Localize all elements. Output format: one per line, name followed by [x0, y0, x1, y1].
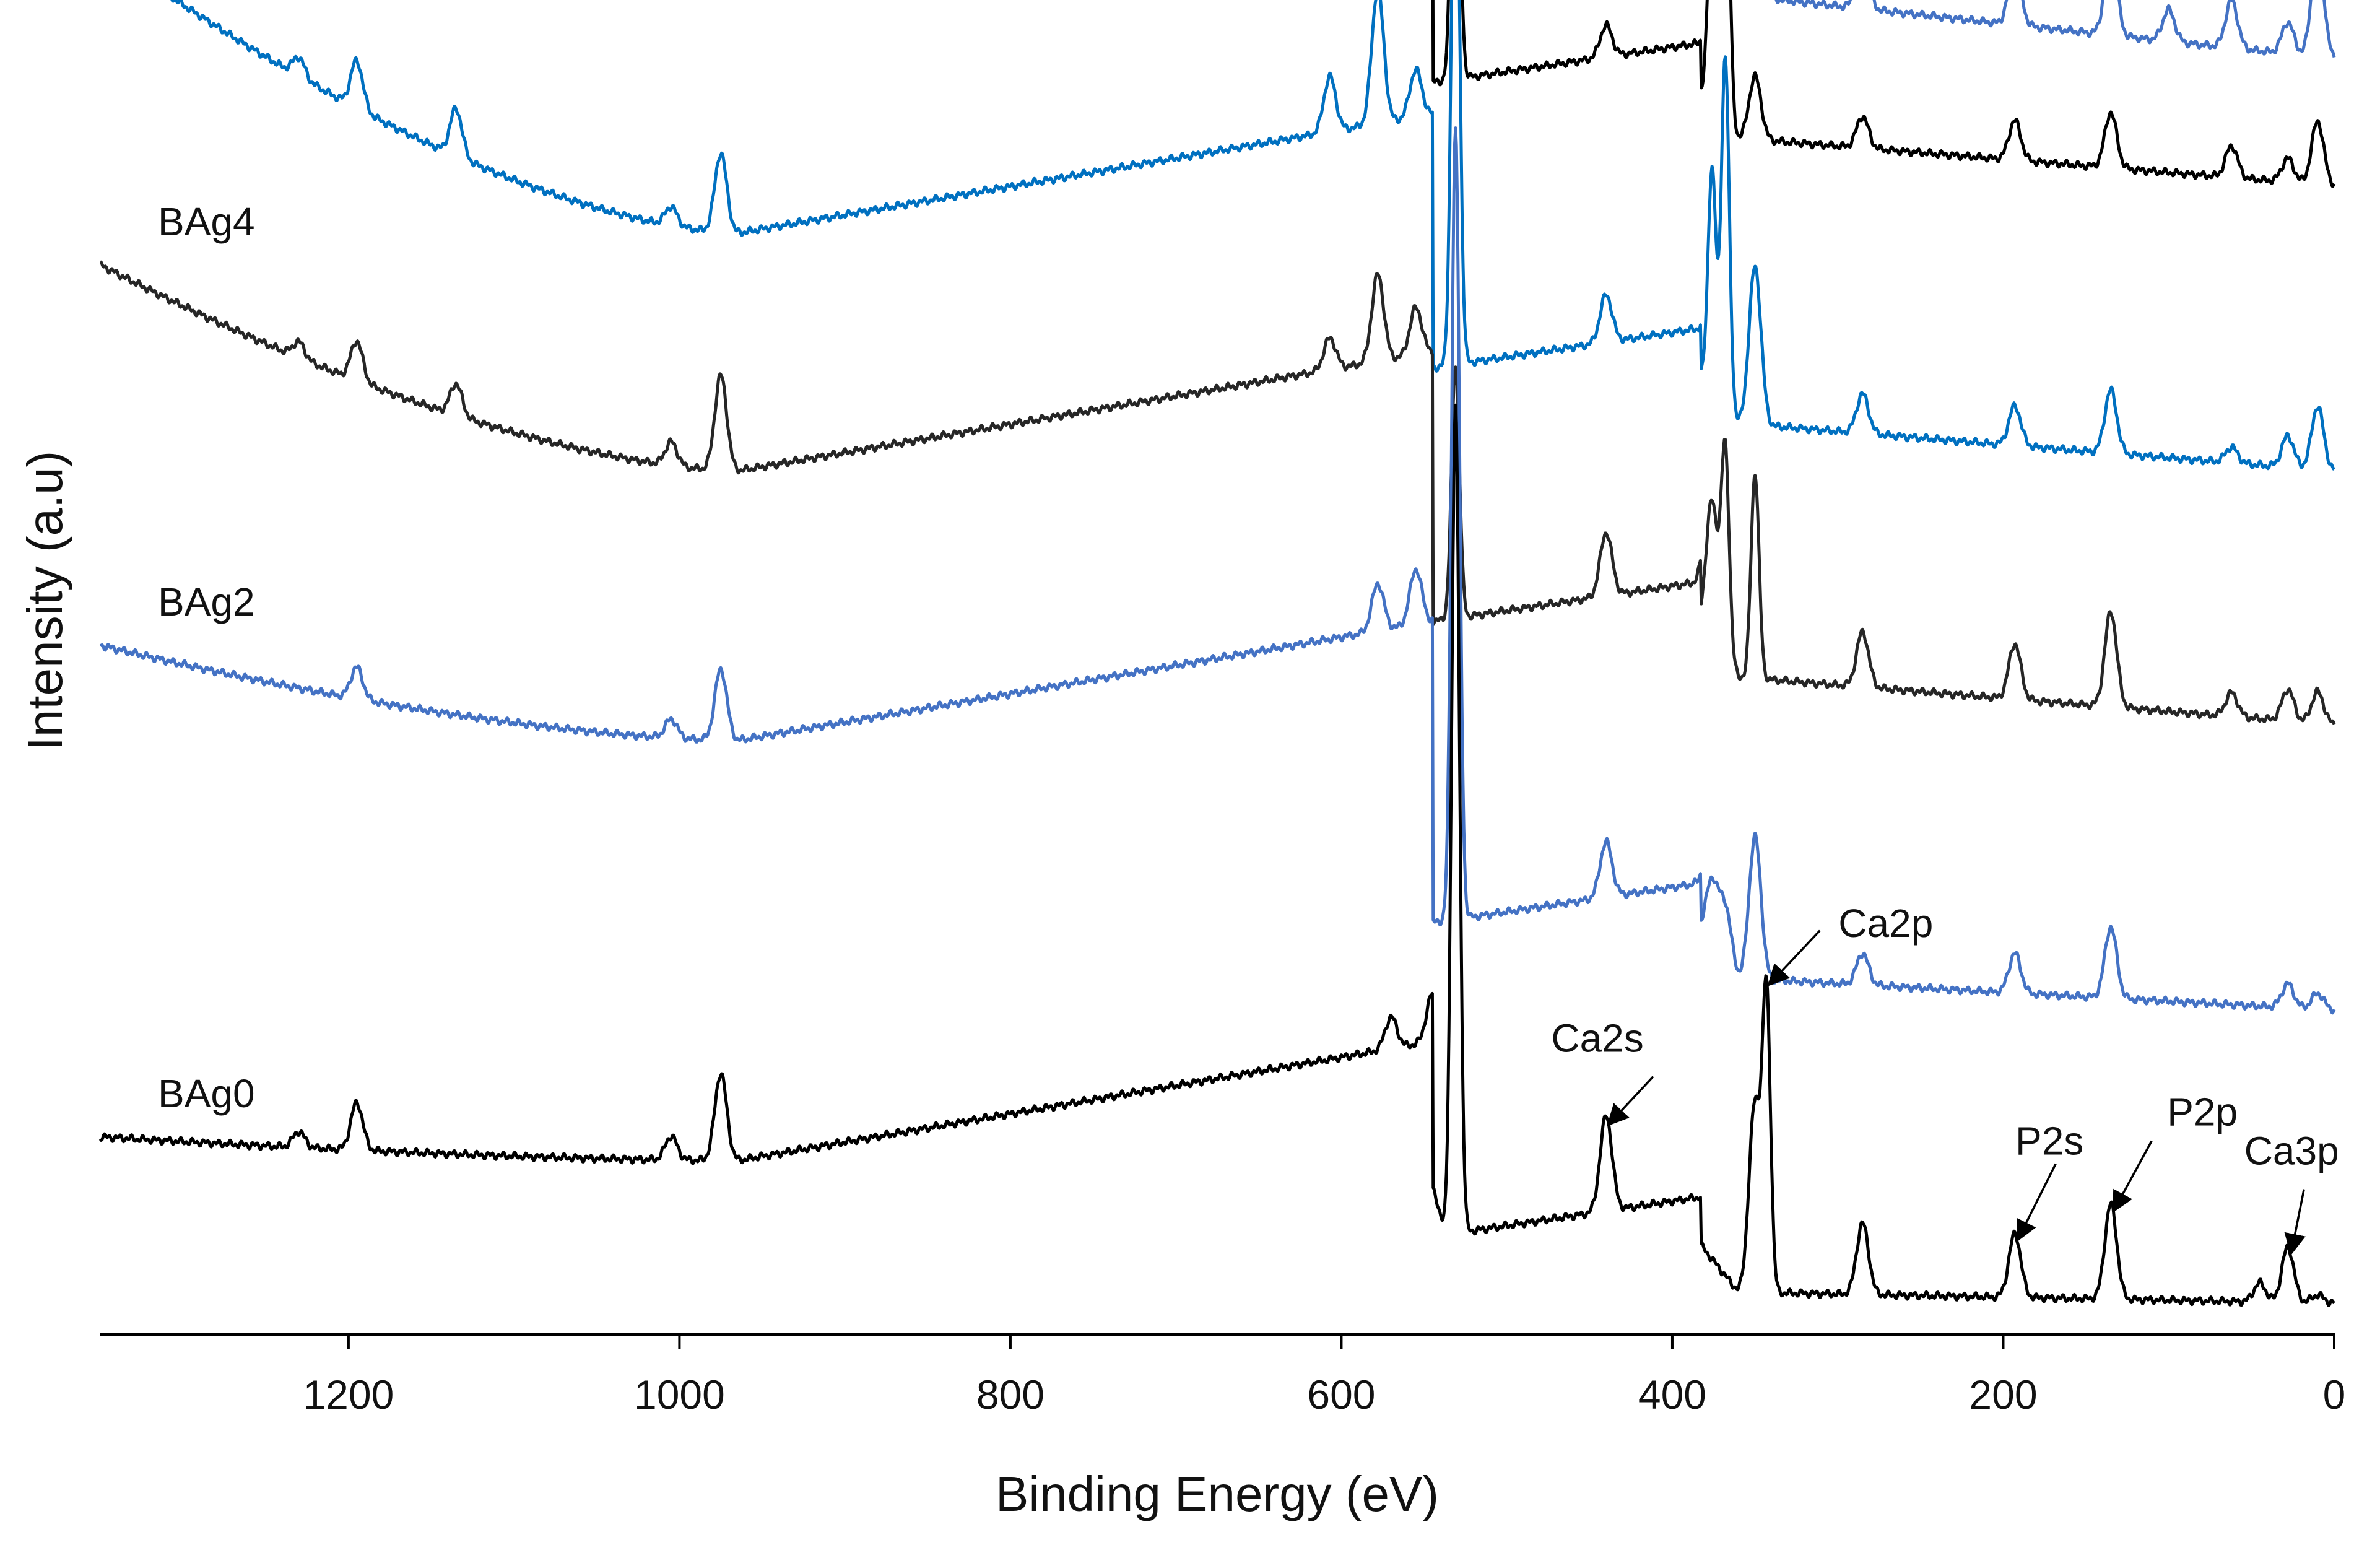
annotation-arrow-ca3p	[2284, 1189, 2306, 1256]
text-layer: BAg10BAg8BAg6BAg5BAg4BAg2BAg0Ag3pAg3dO1s…	[158, 199, 2339, 1173]
x-tick-label: 400	[1638, 1372, 1706, 1417]
annotation-arrow-p2s	[2017, 1163, 2057, 1242]
x-tick-label: 600	[1307, 1372, 1375, 1417]
annotation-label-p2s: P2s	[2015, 1118, 2083, 1163]
annotation-arrow-ca2s	[1607, 1076, 1654, 1126]
annotation-arrow-p2p	[2112, 1140, 2153, 1213]
series-line-bag0	[98, 403, 2335, 1307]
x-axis-title: Binding Energy (eV)	[996, 1466, 1439, 1521]
arrow-layer	[1607, 929, 2306, 1256]
series-line-bag2	[99, 126, 2336, 1015]
series-label-bag2: BAg2	[158, 580, 255, 624]
series-label-bag4: BAg4	[158, 199, 255, 244]
series-line-bag6	[1431, 0, 2336, 188]
annotation-label-ca3p: Ca3p	[2244, 1129, 2339, 1173]
annotation-arrow-ca2p	[1767, 929, 1821, 986]
series-layer	[98, 0, 2336, 1307]
x-tick-label: 800	[976, 1372, 1045, 1417]
series-label-bag0: BAg0	[158, 1071, 255, 1116]
x-tick-label: 0	[2323, 1372, 2346, 1417]
series-line-bag5	[170, 0, 2335, 471]
x-tick-label: 1200	[303, 1372, 394, 1417]
y-axis-title: Intensity (a.u)	[17, 451, 72, 751]
series-line-bag8	[1774, 0, 2336, 58]
x-tick-label: 200	[1969, 1372, 2037, 1417]
annotation-label-p2p: P2p	[2167, 1090, 2238, 1134]
x-tick-label: 1000	[634, 1372, 725, 1417]
series-line-bag4	[99, 260, 2336, 725]
tick-layer: 1200 1000 800 600 400 200 0	[303, 1334, 2345, 1417]
annotation-label-ca2p: Ca2p	[1838, 901, 1933, 946]
annotation-label-ca2s: Ca2s	[1551, 1016, 1643, 1061]
